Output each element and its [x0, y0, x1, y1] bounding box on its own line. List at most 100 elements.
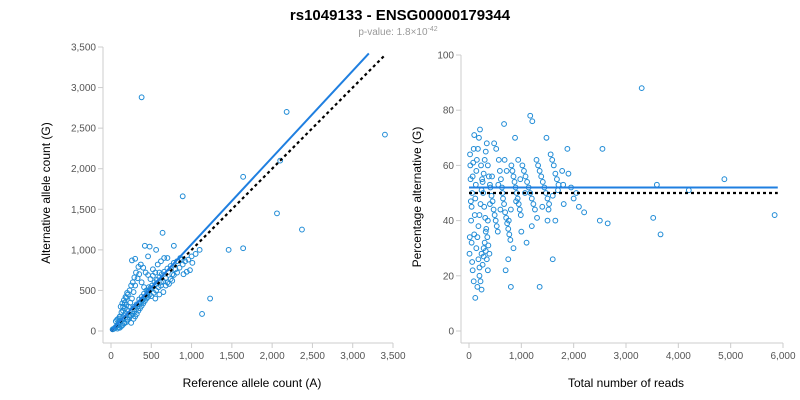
left-y-tick-label: 2,500 — [71, 124, 96, 135]
right-data-point — [471, 212, 478, 218]
left-y-tick-label: 1,000 — [71, 245, 96, 256]
right-data-point — [653, 181, 660, 188]
right-data-point — [539, 179, 546, 185]
right-data-point — [486, 250, 493, 257]
right-data-point — [474, 234, 481, 241]
right-data-point — [493, 223, 500, 230]
left-data-point — [187, 267, 193, 274]
left-data-point — [176, 264, 183, 271]
left-data-point — [283, 109, 290, 115]
right-data-point — [475, 223, 482, 230]
right-data-point — [544, 195, 551, 202]
right-data-point — [496, 168, 503, 174]
right-y-tick-label: 80 — [443, 106, 455, 117]
left-data-point — [274, 210, 280, 217]
right-data-point — [478, 162, 484, 169]
left-y-tick-label: 500 — [79, 286, 96, 297]
right-data-point — [546, 201, 552, 207]
right-data-point — [565, 170, 572, 177]
right-data-point — [549, 156, 556, 163]
right-data-point — [495, 156, 502, 163]
left-y-tick-label: 1,500 — [71, 205, 96, 216]
right-data-point — [506, 231, 513, 238]
right-data-point — [527, 112, 534, 119]
left-data-point — [124, 316, 131, 323]
right-data-point — [494, 228, 501, 235]
right-data-point — [530, 201, 537, 207]
right-data-point — [533, 156, 540, 163]
right-data-point — [491, 212, 498, 218]
left-data-point — [134, 275, 141, 282]
right-data-point — [472, 294, 479, 301]
right-data-point — [482, 228, 489, 235]
right-y-axis-label: Percentage alternative (G) — [410, 127, 424, 268]
left-x-tick-label: 2,000 — [260, 351, 285, 362]
left-x-tick-label: 1,500 — [219, 351, 244, 362]
left-data-point — [129, 279, 136, 286]
left-data-point — [277, 157, 284, 164]
right-data-point — [467, 198, 474, 205]
right-data-point — [497, 206, 504, 213]
right-data-point — [477, 201, 484, 207]
left-data-point — [189, 259, 196, 266]
right-y-tick-label: 40 — [443, 216, 455, 227]
right-data-point — [469, 259, 476, 265]
right-data-point — [552, 170, 559, 177]
right-data-point — [510, 245, 517, 252]
right-data-point — [493, 145, 500, 152]
chart-title: rs1049133 - ENSG00000179344 — [290, 7, 511, 24]
right-data-point — [550, 162, 557, 169]
right-data-point — [517, 176, 524, 183]
left-data-point — [299, 226, 305, 233]
right-data-point — [517, 212, 524, 218]
left-y-tick-label: 3,500 — [71, 43, 96, 54]
left-data-point — [153, 246, 160, 253]
right-data-point — [472, 181, 479, 188]
right-data-point — [476, 264, 483, 271]
right-data-point — [514, 195, 521, 202]
right-data-point — [529, 118, 536, 125]
left-data-point — [114, 325, 121, 332]
scatter-plot-percentage: 0 1,000 2,000 3,000 4,000 5,000 6,000 0 20 40 60 80… — [410, 51, 796, 391]
right-data-point — [489, 198, 496, 205]
right-data-point — [476, 212, 483, 218]
left-data-point — [182, 258, 189, 265]
right-x-tick-label: 0 — [466, 351, 472, 362]
right-data-point — [468, 203, 475, 210]
p-value-text: p-value: 1.8×10 — [358, 27, 428, 38]
left-data-point — [124, 289, 131, 296]
right-data-point — [552, 217, 559, 224]
right-data-point — [502, 267, 509, 274]
left-x-tick-label: 3,500 — [380, 351, 405, 362]
right-x-tick-label: 6,000 — [770, 351, 795, 362]
left-data-point — [138, 94, 145, 101]
right-data-point — [519, 162, 526, 169]
right-data-point — [507, 237, 514, 243]
right-data-point — [470, 145, 477, 152]
right-data-point — [483, 225, 490, 232]
right-data-point — [549, 256, 556, 263]
right-data-point — [468, 239, 475, 246]
right-data-point — [560, 181, 567, 188]
right-data-point — [532, 206, 538, 213]
left-x-axis-label: Reference allele count (A) — [183, 376, 322, 390]
right-x-tick-label: 5,000 — [718, 351, 743, 362]
right-data-point — [469, 173, 476, 180]
right-data-point — [474, 145, 481, 152]
right-data-point — [771, 212, 778, 218]
left-x-tick-label: 1,000 — [179, 351, 204, 362]
right-data-point — [576, 203, 582, 210]
left-data-point — [160, 289, 167, 295]
left-data-point — [120, 297, 127, 304]
left-y-axis-label: Alternative allele count (G) — [39, 122, 53, 263]
right-data-point — [501, 156, 508, 163]
left-data-point — [152, 295, 159, 302]
right-x-tick-label: 4,000 — [666, 351, 691, 362]
left-data-point — [133, 311, 140, 317]
left-data-point — [132, 255, 139, 262]
right-data-point — [479, 179, 486, 185]
left-data-point — [185, 256, 192, 263]
left-data-point — [146, 243, 153, 250]
right-data-point — [650, 214, 657, 221]
left-x-tick-label: 0 — [108, 351, 114, 362]
